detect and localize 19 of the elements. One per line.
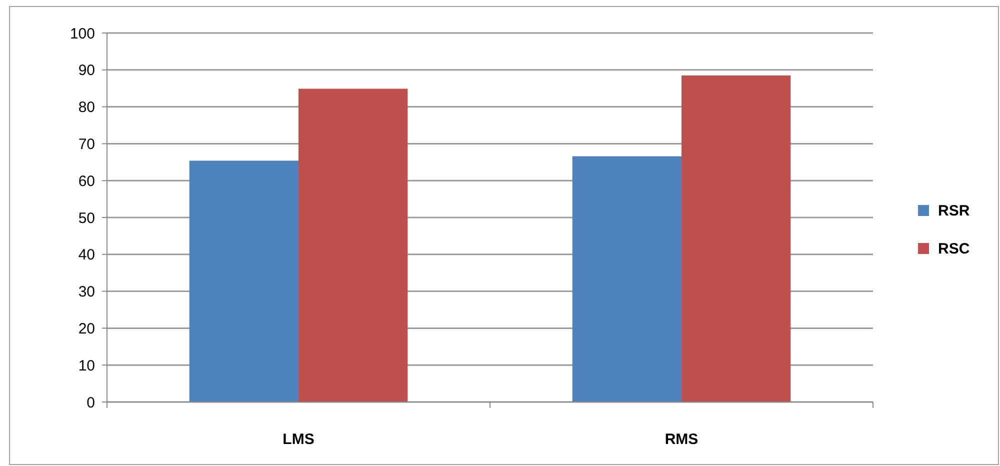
y-tick-label: 50 [78,210,95,227]
y-tick-label: 30 [78,284,95,301]
y-tick-label: 0 [86,394,95,412]
x-tick-label: LMS [282,431,314,448]
y-tick-label: 70 [78,136,95,153]
y-tick-label: 80 [78,99,95,116]
y-tick-label: 40 [78,246,95,264]
bar [298,88,408,402]
y-tick-label: 90 [78,62,95,80]
y-tick-label: 100 [70,25,95,42]
y-tick-label: 20 [78,320,95,338]
y-tick-label: 10 [78,357,95,374]
bar [682,75,791,402]
bar [572,156,682,402]
legend-label: RSR [938,202,970,220]
bar [189,160,298,402]
legend-label: RSC [938,240,970,258]
y-tick-label: 60 [78,172,95,190]
x-tick-label: RMS [664,431,698,448]
